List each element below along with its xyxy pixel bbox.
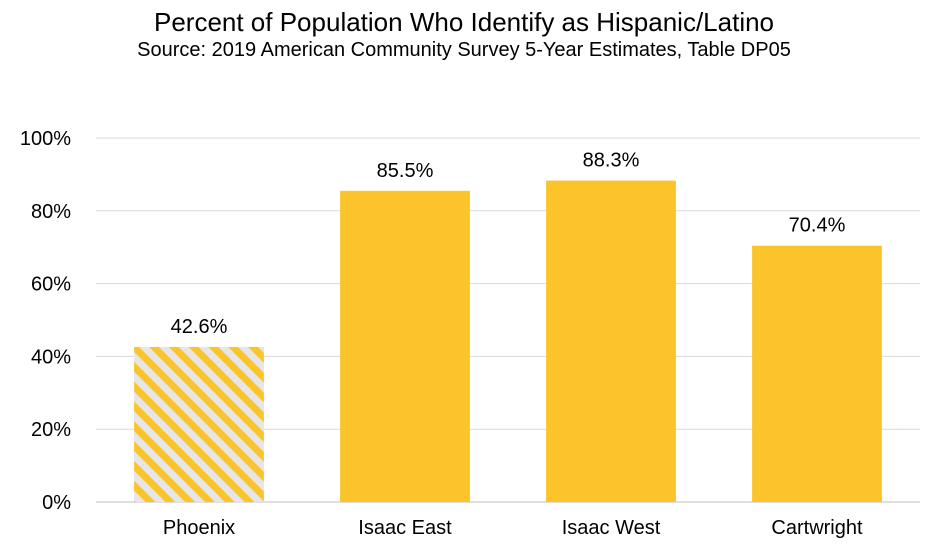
x-tick-label: Isaac East bbox=[358, 517, 452, 539]
bar-phoenix bbox=[134, 346, 264, 502]
data-labels: 42.6% 85.5% 88.3% 70.4% bbox=[171, 150, 846, 338]
y-tick-label: 60% bbox=[31, 274, 71, 296]
x-tick-label: Phoenix bbox=[163, 517, 235, 539]
bar-isaac-east bbox=[340, 190, 470, 502]
y-tick-label: 40% bbox=[31, 346, 71, 368]
x-tick-label: Cartwright bbox=[771, 517, 863, 539]
bar-isaac-west bbox=[546, 180, 676, 502]
data-label: 88.3% bbox=[583, 150, 640, 172]
y-tick-label: 0% bbox=[42, 492, 71, 514]
y-tick-label: 20% bbox=[31, 419, 71, 441]
data-label: 42.6% bbox=[171, 316, 228, 338]
data-label: 70.4% bbox=[789, 215, 846, 237]
bar-cartwright bbox=[752, 245, 882, 502]
bars bbox=[134, 180, 882, 502]
chart-title: Percent of Population Who Identify as Hi… bbox=[153, 7, 775, 37]
title-block: Percent of Population Who Identify as Hi… bbox=[0, 6, 928, 63]
x-axis-ticks: Phoenix Isaac East Isaac West Cartwright bbox=[163, 517, 863, 539]
y-axis-ticks: 0% 20% 40% 60% 80% 100% bbox=[20, 128, 71, 514]
y-tick-label: 100% bbox=[20, 128, 71, 150]
chart-subtitle: Source: 2019 American Community Survey 5… bbox=[137, 39, 791, 61]
data-label: 85.5% bbox=[377, 160, 434, 182]
x-tick-label: Isaac West bbox=[562, 517, 661, 539]
y-tick-label: 80% bbox=[31, 201, 71, 223]
